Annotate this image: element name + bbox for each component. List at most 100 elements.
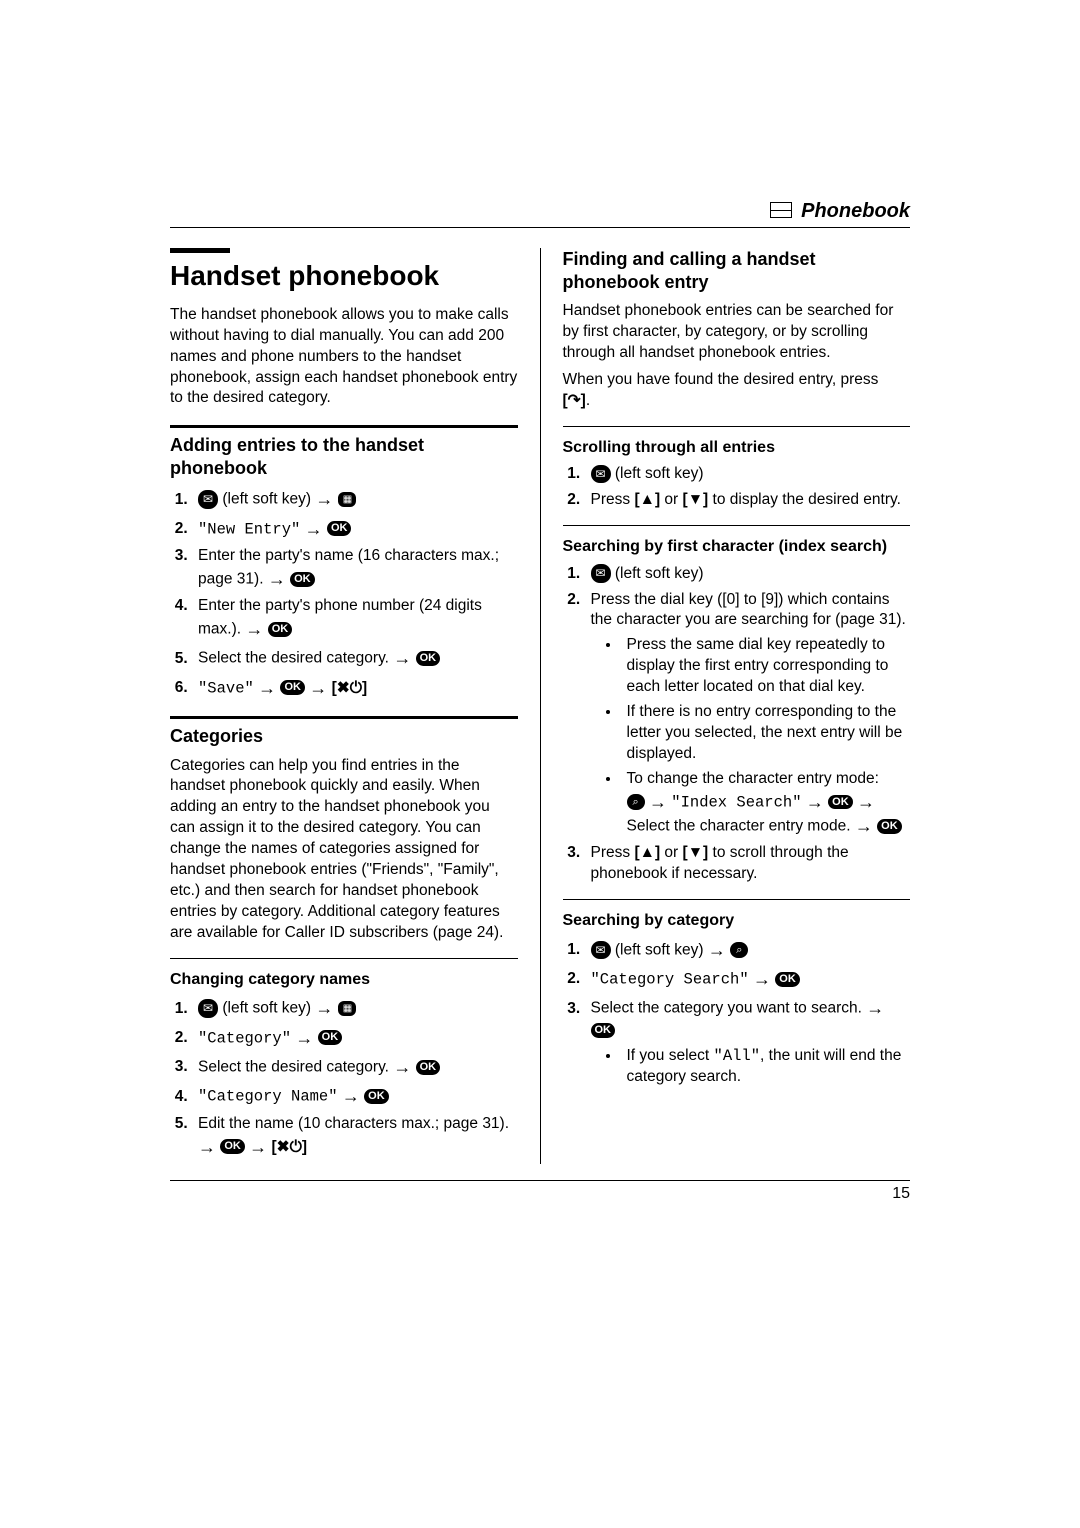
phonebook-icon: ✉ <box>198 999 218 1017</box>
page-footer: 15 <box>170 1180 910 1203</box>
text: or <box>664 844 678 861</box>
call-key: [↷] <box>563 392 586 409</box>
page-header: Phonebook <box>170 200 910 228</box>
phonebook-icon: ✉ <box>591 465 611 483</box>
arrow-icon: → <box>315 998 333 1018</box>
intro-text: The handset phonebook allows you to make… <box>170 305 518 410</box>
header-title: Phonebook <box>801 200 910 222</box>
text: to scroll through the phonebook if neces… <box>591 844 849 882</box>
ok-icon: OK <box>280 680 305 695</box>
categories-heading: Categories <box>170 725 518 748</box>
search-icon: ⌕ <box>730 942 748 959</box>
arrow-icon: → <box>857 792 875 812</box>
arrow-icon: → <box>295 1028 313 1048</box>
step: Press [▲] or [▼] to scroll through the p… <box>585 843 911 885</box>
arrow-icon: → <box>806 792 824 812</box>
ok-icon: OK <box>318 1030 343 1045</box>
ok-icon: OK <box>591 1023 616 1038</box>
up-key: [▲] <box>634 844 660 861</box>
step: "New Entry" → OK <box>192 517 518 541</box>
step-text: Press the dial key ([0] to [9]) which co… <box>591 591 906 629</box>
step-text: Enter the party's phone number (24 digit… <box>198 597 482 637</box>
text: If you select <box>627 1047 710 1064</box>
cat-steps: ✉ (left soft key) → ⌕ "Category Search" … <box>563 938 911 1088</box>
ok-icon: OK <box>416 1060 441 1075</box>
label: (left soft key) <box>222 1000 311 1017</box>
label: (left soft key) <box>222 491 311 508</box>
arrow-icon: → <box>315 489 333 509</box>
categories-body: Categories can help you find entries in … <box>170 756 518 944</box>
thin-rule <box>563 899 911 900</box>
rule <box>170 425 518 428</box>
arrow-icon: → <box>649 792 667 812</box>
book-icon <box>770 202 792 218</box>
ok-icon: OK <box>877 819 902 834</box>
off-key: [✖⏻] <box>271 1138 307 1155</box>
down-key: [▼] <box>683 844 709 861</box>
down-key: [▼] <box>683 491 709 508</box>
text: Select the character entry mode. <box>627 817 851 834</box>
step-text: Enter the party's name (16 characters ma… <box>198 547 499 587</box>
step-text: Edit the name (10 characters max.; page … <box>198 1115 509 1132</box>
arrow-icon: → <box>393 648 411 668</box>
label: (left soft key) <box>615 941 704 958</box>
menu-text: "New Entry" <box>198 520 300 538</box>
step: Press the dial key ([0] to [9]) which co… <box>585 590 911 839</box>
arrow-icon: → <box>342 1086 360 1106</box>
step-text: Select the desired category. <box>198 1058 389 1075</box>
step-text: Select the category you want to search. <box>591 1000 862 1017</box>
changing-steps: ✉ (left soft key) → ▦ "Category" → OK Se… <box>170 996 518 1158</box>
column-divider <box>540 248 541 1164</box>
step: Enter the party's name (16 characters ma… <box>192 546 518 591</box>
up-key: [▲] <box>634 491 660 508</box>
step: ✉ (left soft key) → ▦ <box>192 996 518 1020</box>
step: ✉ (left soft key) <box>585 464 911 485</box>
text: Press <box>591 491 631 508</box>
step: Select the desired category. → OK <box>192 1055 518 1079</box>
thin-rule <box>563 525 911 526</box>
step: "Category" → OK <box>192 1026 518 1050</box>
arrow-icon: → <box>708 940 726 960</box>
step: ✉ (left soft key) → ⌕ <box>585 938 911 962</box>
ok-icon: OK <box>416 651 441 666</box>
two-column-layout: Handset phonebook The handset phonebook … <box>170 248 910 1164</box>
step: ✉ (left soft key) <box>585 564 911 585</box>
menu-text: "All" <box>714 1047 761 1065</box>
menu-text: "Index Search" <box>671 793 801 811</box>
step: "Save" → OK → [✖⏻] <box>192 676 518 700</box>
step-text: Select the desired category. <box>198 650 389 667</box>
arrow-icon: → <box>249 1137 267 1157</box>
off-key: [✖⏻] <box>332 679 368 696</box>
index-steps: ✉ (left soft key) Press the dial key ([0… <box>563 564 911 886</box>
scroll-steps: ✉ (left soft key) Press [▲] or [▼] to di… <box>563 464 911 511</box>
manual-page: Phonebook Handset phonebook The handset … <box>170 200 910 1203</box>
arrow-icon: → <box>855 816 873 836</box>
adding-steps: ✉ (left soft key) → ▦ "New Entry" → OK E… <box>170 487 518 700</box>
left-column: Handset phonebook The handset phonebook … <box>170 248 518 1164</box>
finding-body: Handset phonebook entries can be searche… <box>563 301 911 364</box>
ok-icon: OK <box>364 1089 389 1104</box>
ok-icon: OK <box>327 521 352 536</box>
text: or <box>664 491 678 508</box>
menu-text: "Save" <box>198 679 254 697</box>
section-title: Handset phonebook <box>170 257 518 295</box>
text: . <box>586 392 590 409</box>
phonebook-icon: ✉ <box>198 490 218 508</box>
thin-rule <box>563 426 911 427</box>
index-heading: Searching by first character (index sear… <box>563 536 911 558</box>
step: Enter the party's phone number (24 digit… <box>192 596 518 641</box>
arrow-icon: → <box>753 969 771 989</box>
step: Edit the name (10 characters max.; page … <box>192 1114 518 1159</box>
thin-rule <box>170 958 518 959</box>
step: ✉ (left soft key) → ▦ <box>192 487 518 511</box>
text: To change the character entry mode: <box>627 770 879 787</box>
finding-body2: When you have found the desired entry, p… <box>563 370 911 412</box>
bullet: To change the character entry mode: ⌕ → … <box>621 769 911 839</box>
step: "Category Name" → OK <box>192 1084 518 1108</box>
scroll-heading: Scrolling through all entries <box>563 437 911 459</box>
menu-icon: ▦ <box>338 492 356 508</box>
arrow-icon: → <box>309 678 327 698</box>
cat-heading: Searching by category <box>563 910 911 932</box>
arrow-icon: → <box>258 678 276 698</box>
text: When you have found the desired entry, p… <box>563 371 879 388</box>
